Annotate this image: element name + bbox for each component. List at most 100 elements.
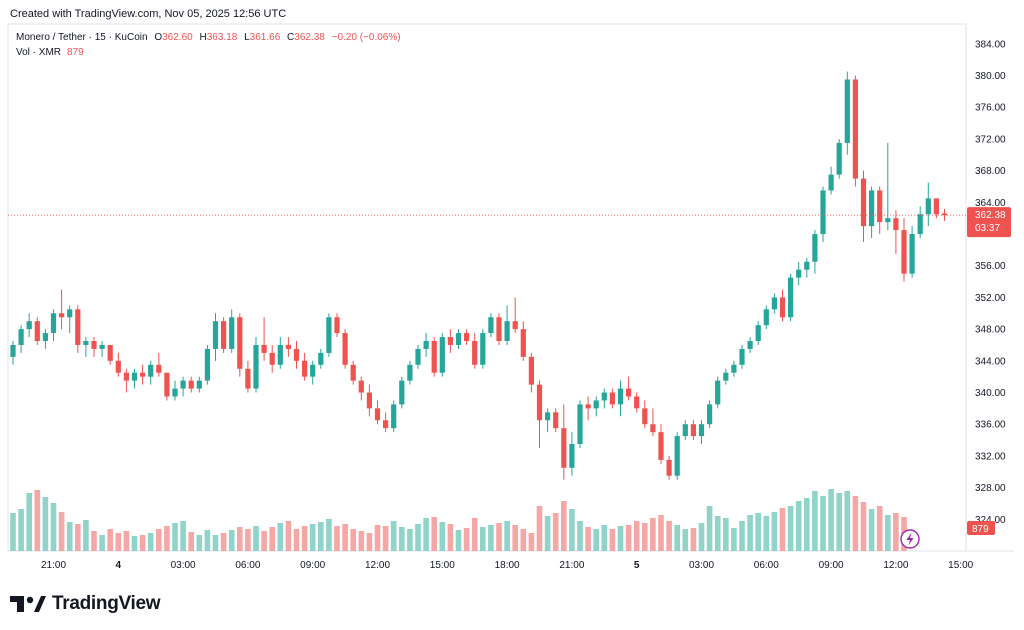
volume-bar — [609, 529, 616, 551]
candle-body — [107, 344, 113, 361]
y-tick-label: 372.00 — [975, 134, 1006, 145]
volume-bar — [407, 529, 413, 551]
volume-bar — [58, 512, 65, 551]
candle-body — [723, 372, 729, 381]
candle-body — [431, 341, 437, 373]
volume-bar — [552, 513, 559, 551]
low-label: L — [244, 32, 250, 43]
candle-body — [148, 364, 154, 377]
candle-body — [383, 420, 389, 429]
candle-body — [885, 218, 891, 223]
symbol-name[interactable]: Monero / Tether · 15 · KuCoin — [16, 32, 148, 43]
candle-body — [172, 388, 178, 397]
volume-label[interactable]: Vol · XMR — [16, 47, 62, 58]
volume-bar — [115, 533, 122, 551]
y-tick-label: 340.00 — [975, 388, 1006, 399]
volume-bar — [739, 521, 745, 551]
volume-bar — [18, 509, 24, 551]
volume-bar — [690, 528, 697, 551]
close-value: 362.38 — [294, 32, 325, 43]
volume-bar — [196, 535, 203, 551]
volume-bar — [390, 521, 397, 551]
tradingview-logo[interactable]: TradingView — [10, 593, 161, 615]
candle-body — [350, 364, 356, 381]
y-tick-label: 380.00 — [975, 71, 1006, 82]
x-tick-label: 18:00 — [495, 560, 520, 571]
x-tick-label: 5 — [634, 560, 640, 571]
volume-bar — [261, 531, 267, 551]
candle-body — [844, 79, 850, 143]
volume-bar — [577, 521, 583, 551]
candle-body — [731, 364, 737, 373]
volume-bar — [350, 529, 356, 551]
candle-body — [277, 344, 283, 365]
open-value: 362.60 — [162, 32, 193, 43]
candle-body — [42, 333, 48, 342]
tradingview-logo-text: TradingView — [52, 593, 161, 614]
y-tick-label: 376.00 — [975, 103, 1006, 114]
candle-body — [50, 313, 57, 334]
candle-body — [593, 400, 599, 409]
change-value: −0.20 (−0.06%) — [331, 32, 401, 43]
candle-body — [698, 424, 705, 437]
volume-bar — [504, 521, 510, 551]
candle-body — [342, 333, 348, 365]
candle-body — [585, 404, 591, 409]
symbol-legend: Monero / Tether · 15 · KuCoin O362.60 H3… — [16, 32, 401, 43]
candle-body — [188, 380, 194, 389]
created-with-label: Created with TradingView.com, Nov 05, 20… — [10, 8, 287, 20]
x-tick-label: 03:00 — [171, 560, 196, 571]
volume-bar — [26, 493, 32, 551]
candle-body — [755, 325, 761, 342]
x-tick-label: 06:00 — [754, 560, 779, 571]
volume-bar — [439, 522, 446, 551]
volume-bar — [569, 509, 575, 551]
candle-body — [423, 341, 429, 349]
current-price-tag — [967, 207, 1011, 238]
volume-bar — [220, 533, 227, 551]
candle-body — [245, 368, 251, 389]
candle-body — [617, 388, 624, 405]
open-label: O — [154, 32, 163, 43]
y-tick-label: 368.00 — [975, 166, 1006, 177]
volume-bar — [820, 496, 826, 551]
volume-bar — [795, 501, 802, 551]
candle-body — [26, 321, 32, 330]
candle-body — [131, 372, 138, 381]
volume-bar — [536, 506, 543, 551]
candle-body — [83, 341, 89, 345]
candle-body — [334, 317, 340, 334]
candle-body — [204, 348, 210, 381]
y-tick-label: 344.00 — [975, 356, 1006, 367]
volume-bar — [139, 535, 146, 551]
candle-body — [536, 384, 543, 421]
volume-bar — [309, 524, 316, 551]
volume-bar — [188, 532, 194, 551]
volume-bar — [269, 527, 275, 551]
volume-bar — [301, 526, 308, 551]
volume-bar — [399, 527, 405, 551]
volume-bar — [633, 521, 640, 551]
candle-body — [569, 444, 575, 468]
candle-body — [496, 317, 502, 342]
high-value: 363.18 — [206, 32, 238, 43]
volume-bar — [520, 529, 527, 551]
volume-tag-value: 879 — [972, 524, 989, 535]
candle-body — [626, 388, 632, 397]
candle-body — [196, 380, 202, 389]
volume-bar — [66, 522, 73, 551]
bar-countdown: 03:37 — [975, 223, 1000, 234]
volume-bar — [828, 489, 834, 551]
candle-body — [852, 79, 858, 179]
candle-body — [933, 198, 939, 215]
candle-body — [804, 261, 810, 270]
candle-body — [520, 329, 526, 357]
volume-bar — [99, 535, 105, 551]
volume-bar — [528, 533, 535, 551]
high-label: H — [199, 32, 207, 43]
volume-bar — [893, 513, 899, 551]
volume-bar — [496, 523, 502, 551]
candle-body — [666, 459, 672, 476]
volume-bar — [787, 506, 794, 551]
